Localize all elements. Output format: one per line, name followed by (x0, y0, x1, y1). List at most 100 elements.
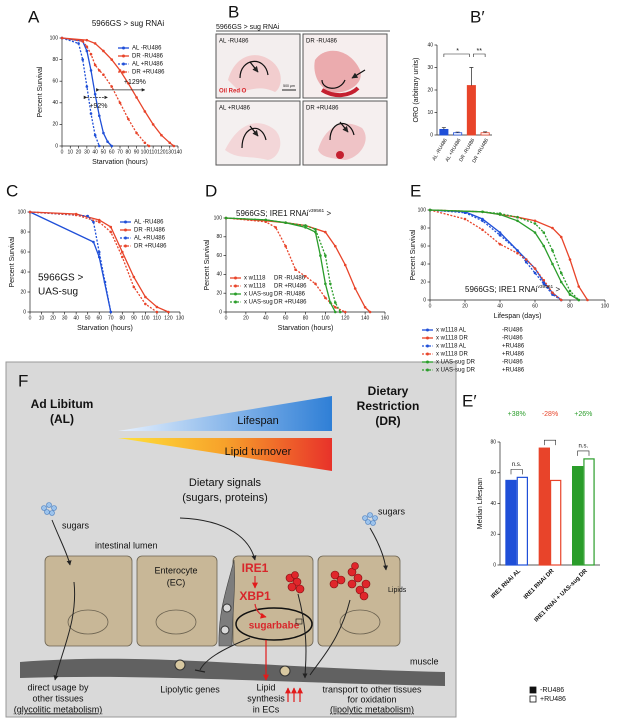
significance-bracket (443, 53, 470, 57)
data-point (135, 131, 138, 135)
data-point (568, 289, 572, 293)
y-tick-label: 10 (427, 110, 433, 116)
survival-curve (61, 37, 113, 147)
x-tick-label: 120 (341, 315, 350, 321)
arrow (254, 603, 267, 619)
data-point (93, 42, 97, 45)
image-label: AL +RU486 (219, 106, 251, 112)
data-point (172, 144, 176, 148)
x-tick-label: 10 (39, 315, 45, 321)
y-tick-label: 40 (420, 261, 426, 267)
comparison-bracket (510, 469, 523, 475)
x-tick-label: 40 (263, 315, 269, 321)
data-point (60, 36, 64, 40)
outcome-label: direct usage by (27, 682, 89, 692)
x-tick-label: 30 (62, 315, 68, 321)
legend-label: x w1118 AL (436, 344, 467, 350)
data-point (559, 271, 563, 275)
data-point (481, 219, 484, 223)
shape (51, 505, 57, 511)
data-point (516, 215, 519, 219)
data-point (147, 144, 151, 148)
ns-label: n.s. (512, 462, 522, 468)
legend-label: x w1118 (244, 276, 266, 282)
x-tick-label: 40 (92, 149, 98, 155)
lifespan-wedge (118, 396, 332, 431)
x-tick-label: 60 (96, 315, 102, 321)
muscle-label: muscle (410, 656, 439, 666)
data-point (568, 293, 572, 296)
gut-outline (321, 79, 346, 89)
panel-f: F Ad Libitum (AL) Dietary Restriction (D… (5, 361, 457, 718)
legend-marker (124, 244, 127, 248)
x-tick-label: IRE1 RNAi AL (490, 568, 522, 600)
x-tick-label: 70 (117, 149, 123, 155)
data-point (74, 213, 78, 217)
legend-marker (426, 336, 429, 340)
shape (329, 579, 339, 589)
bar (505, 479, 517, 566)
data-point (132, 285, 136, 289)
legend-label: AL -RU486 (132, 46, 162, 52)
legend-label: x w1118 (244, 284, 266, 290)
outcome-label: synthesis (247, 693, 285, 703)
data-point (86, 214, 89, 218)
muscle-nucleus (279, 665, 291, 677)
arrow (179, 517, 257, 561)
lipid-droplets (285, 562, 371, 601)
cell-label: (EC) (167, 577, 186, 587)
shape (317, 555, 401, 647)
shape (46, 502, 52, 508)
shape (367, 512, 373, 518)
y-tick-label: 20 (427, 87, 433, 93)
x-axis-label: Starvation (hours) (278, 325, 334, 332)
data-point (334, 310, 337, 314)
data-point (428, 208, 432, 212)
y-tick-label: 0 (55, 143, 58, 149)
data-point (264, 218, 268, 222)
y-tick-label: 0 (430, 132, 433, 138)
data-point (97, 220, 101, 224)
y-tick-label: 20 (490, 532, 496, 538)
data-point (498, 242, 502, 246)
data-point (542, 231, 546, 234)
x-tick-label: 60 (283, 315, 289, 321)
data-point (343, 310, 347, 314)
x-tick-label: 120 (157, 149, 166, 155)
x-tick-label: IRE1 RNAi DR (523, 568, 556, 601)
data-point (109, 225, 113, 229)
data-point (92, 220, 95, 224)
x-tick-label: 50 (85, 315, 91, 321)
arrow (249, 125, 259, 137)
data-point (143, 141, 147, 145)
shape (351, 562, 359, 570)
shape (287, 582, 297, 592)
genotype-label: 5966GS > (38, 273, 83, 284)
data-point (93, 63, 97, 67)
legend-swatch (529, 686, 537, 694)
data-point (110, 85, 114, 88)
condition-title: (AL) (50, 412, 74, 426)
genotype-text: 5966GS; IRE1 RNAi (236, 209, 309, 218)
shape (136, 555, 218, 647)
legend-marker (124, 220, 127, 224)
data-point (481, 217, 484, 221)
data-point (324, 230, 327, 234)
y-tick-label: 60 (216, 253, 222, 259)
data-point (577, 298, 581, 302)
gene-label: XBP1 (239, 589, 271, 603)
x-axis-label: Starvation (hours) (77, 325, 133, 332)
panel-letter: D (205, 181, 217, 200)
data-point (85, 38, 89, 42)
data-point (334, 306, 337, 309)
legend-label: -RU486 (502, 328, 523, 334)
legend-marker (122, 62, 125, 66)
y-tick-label: 40 (20, 269, 26, 275)
data-point (93, 92, 97, 96)
data-point (155, 310, 159, 314)
y-tick-label: 0 (493, 562, 496, 568)
x-tick-label: 160 (381, 315, 390, 321)
data-point (498, 233, 502, 237)
signal-label: (sugars, proteins) (182, 492, 268, 504)
